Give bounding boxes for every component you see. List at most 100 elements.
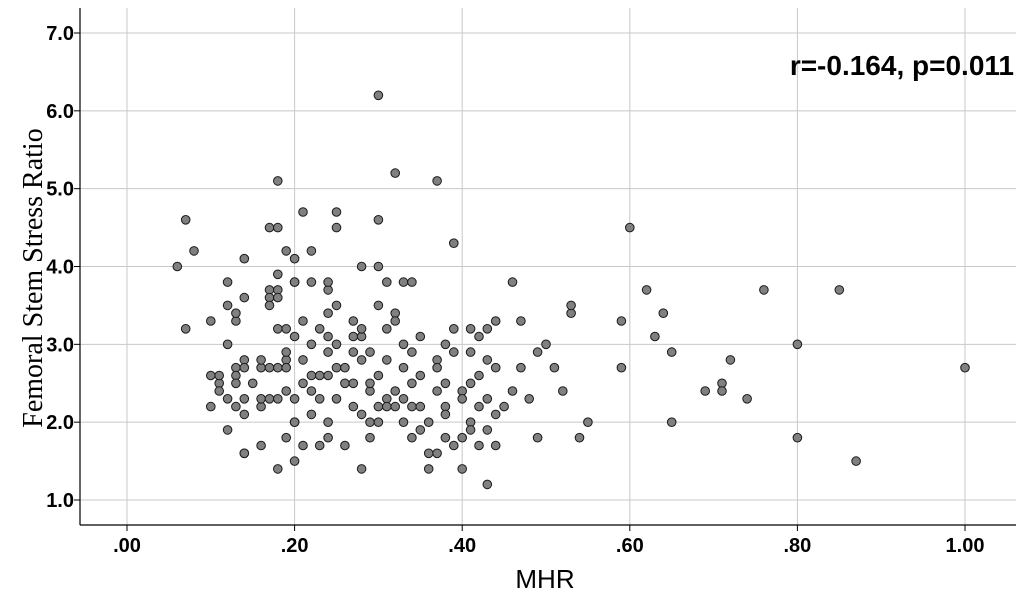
x-tick-label: .00	[113, 535, 141, 557]
data-point	[524, 394, 535, 404]
data-point	[490, 409, 501, 420]
data-point	[440, 409, 451, 420]
data-point	[239, 292, 250, 303]
data-point	[340, 362, 350, 373]
data-point	[407, 378, 417, 389]
y-tick-label: 5.0	[46, 179, 74, 201]
data-point	[666, 347, 677, 357]
y-tick-label: 2.0	[46, 412, 74, 434]
data-point	[725, 355, 736, 365]
data-point	[214, 386, 224, 396]
data-point	[432, 176, 442, 186]
correlation-annotation: r=-0.164, p=0.011	[790, 50, 1014, 81]
data-point	[356, 261, 367, 272]
data-point	[482, 324, 493, 334]
data-point	[206, 316, 216, 326]
data-point	[658, 308, 669, 319]
data-point	[222, 300, 233, 311]
data-point	[457, 394, 468, 404]
data-point	[390, 401, 401, 412]
data-point	[180, 215, 191, 225]
data-point	[273, 269, 283, 280]
data-point	[281, 246, 292, 256]
data-point	[222, 277, 233, 287]
data-point	[314, 394, 325, 404]
data-point	[356, 324, 367, 334]
x-tick-label: .60	[616, 535, 644, 557]
data-point	[465, 347, 476, 357]
data-point	[264, 300, 275, 311]
x-tick-label: .20	[281, 535, 309, 557]
data-point	[331, 394, 342, 404]
data-point	[298, 440, 308, 451]
data-point	[499, 401, 509, 412]
data-point	[373, 370, 384, 381]
data-point	[239, 409, 250, 420]
data-point	[323, 432, 333, 443]
x-tick-label: .80	[783, 535, 811, 557]
data-point	[474, 440, 484, 451]
data-point	[960, 362, 970, 373]
data-point	[415, 425, 426, 435]
data-point	[398, 362, 409, 373]
data-point	[281, 386, 292, 396]
data-point	[759, 285, 769, 295]
data-point	[323, 331, 333, 342]
data-point	[490, 362, 501, 373]
data-point	[851, 456, 861, 466]
data-point	[281, 324, 292, 334]
data-point	[407, 401, 417, 412]
data-point	[273, 292, 283, 303]
x-tick-label: .40	[448, 535, 476, 557]
data-point	[306, 370, 317, 381]
data-point	[516, 362, 526, 373]
data-point	[289, 394, 300, 404]
data-point	[231, 401, 241, 412]
data-point	[289, 253, 300, 264]
y-tick-label: 1.0	[46, 490, 74, 512]
y-axis-label: Femoral Stem Stress Ratio	[18, 128, 49, 427]
data-point	[323, 370, 333, 381]
data-point	[222, 339, 233, 350]
data-point	[717, 386, 727, 396]
data-point	[507, 386, 518, 396]
data-point	[373, 90, 384, 101]
data-point	[323, 417, 333, 428]
data-point	[641, 285, 652, 295]
data-point	[331, 222, 342, 233]
data-point	[625, 222, 635, 233]
data-point	[298, 316, 308, 326]
data-point	[650, 331, 660, 342]
data-point	[415, 331, 426, 342]
data-point	[281, 432, 292, 443]
data-point	[239, 253, 250, 264]
data-point	[281, 347, 292, 357]
data-point	[407, 347, 417, 357]
data-point	[407, 432, 417, 443]
data-point	[356, 464, 367, 474]
data-point	[382, 401, 392, 412]
data-point	[482, 425, 493, 435]
data-point	[432, 386, 442, 396]
data-point	[206, 401, 216, 412]
data-point	[172, 261, 183, 272]
data-point	[348, 331, 359, 342]
data-point	[281, 362, 292, 373]
data-point	[382, 355, 392, 365]
data-point	[222, 394, 233, 404]
data-point	[256, 440, 266, 451]
data-point	[490, 440, 501, 451]
data-point	[616, 362, 627, 373]
data-point	[415, 370, 426, 381]
data-point	[532, 432, 543, 443]
data-point	[298, 207, 308, 217]
data-point	[373, 417, 384, 428]
data-point	[574, 432, 585, 443]
data-point	[264, 362, 275, 373]
data-point	[340, 378, 350, 389]
data-point	[331, 362, 342, 373]
data-point	[407, 277, 417, 287]
data-point	[482, 394, 493, 404]
data-point	[323, 308, 333, 319]
data-point	[440, 432, 451, 443]
